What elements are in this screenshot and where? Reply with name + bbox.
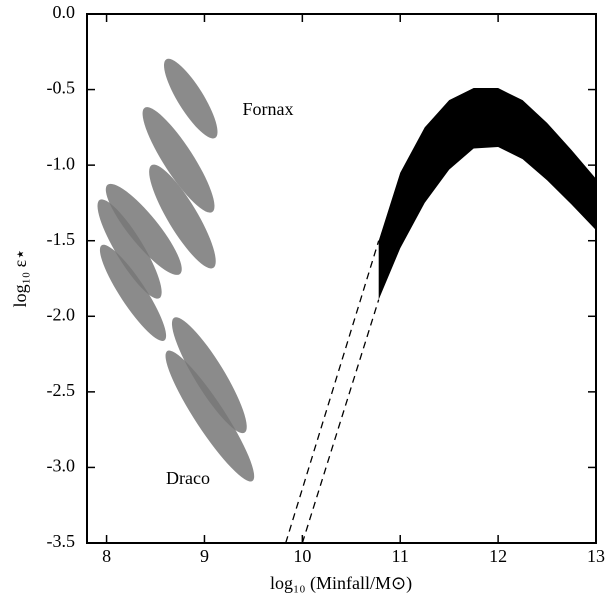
x-tick-label: 11: [392, 546, 409, 566]
galaxy-ellipse: [164, 58, 218, 139]
y-axis-label: log₁₀ ε⋆: [10, 249, 30, 308]
galaxy-ellipse: [142, 107, 215, 213]
extrapolation-line: [285, 240, 380, 543]
y-tick-label: -2.5: [47, 380, 76, 400]
galaxy-ellipse: [165, 350, 255, 482]
extrapolation-line: [301, 299, 380, 543]
galaxy-ellipse: [97, 199, 162, 299]
x-axis-label: log₁₀ (Minfall/M⊙): [270, 573, 412, 594]
y-tick-label: -3.5: [47, 531, 76, 551]
y-tick-label: -1.5: [47, 229, 76, 249]
y-tick-label: -2.0: [47, 304, 76, 324]
annotation: Draco: [166, 468, 210, 488]
plot-area: [97, 58, 596, 543]
galaxy-ellipse: [149, 164, 216, 269]
x-tick-label: 13: [587, 546, 605, 566]
galaxy-ellipse: [171, 317, 247, 434]
y-tick-label: -3.0: [47, 456, 76, 476]
y-tick-label: -0.5: [47, 78, 76, 98]
galaxy-ellipse: [99, 244, 167, 341]
x-tick-label: 8: [102, 546, 111, 566]
model-band: [378, 88, 596, 300]
plot-frame: [86, 13, 597, 544]
x-tick-label: 9: [200, 546, 209, 566]
x-tick-label: 10: [293, 546, 311, 566]
annotation: Fornax: [243, 99, 294, 119]
y-tick-label: -1.0: [47, 153, 76, 173]
x-tick-label: 12: [489, 546, 507, 566]
y-tick-label: 0.0: [53, 2, 76, 22]
galaxy-ellipse: [105, 183, 182, 275]
